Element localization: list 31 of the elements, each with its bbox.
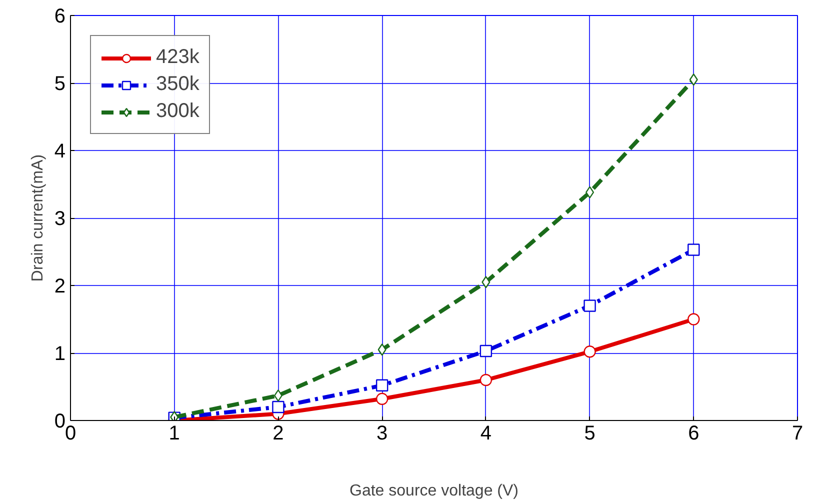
point bbox=[376, 379, 388, 392]
x-tick-label: 2 bbox=[272, 422, 284, 444]
legend-label: 300k bbox=[156, 100, 200, 123]
x-tick-label: 7 bbox=[792, 422, 804, 444]
point bbox=[688, 313, 700, 326]
y-tick-label: 1 bbox=[54, 343, 66, 365]
x-tick-label: 6 bbox=[688, 422, 700, 444]
point bbox=[376, 392, 388, 405]
y-tick-label: 2 bbox=[54, 276, 66, 298]
y-tick-label: 3 bbox=[54, 208, 66, 230]
x-tick-label: 3 bbox=[376, 422, 388, 444]
point bbox=[584, 300, 596, 312]
y-axis-title: Drain current(mA) bbox=[29, 154, 46, 282]
x-tick-label: 5 bbox=[584, 422, 596, 444]
point bbox=[272, 400, 284, 414]
point bbox=[584, 346, 596, 358]
point bbox=[586, 186, 594, 198]
legend-label: 350k bbox=[156, 73, 200, 96]
y-tick-label: 4 bbox=[54, 140, 66, 162]
point bbox=[689, 74, 698, 86]
x-axis-title: Gate source voltage (V) bbox=[350, 482, 518, 500]
legend-label: 423k bbox=[156, 46, 200, 69]
x-tick-label: 1 bbox=[168, 422, 180, 444]
x-tick-label: 4 bbox=[480, 422, 492, 444]
y-tick-label: 5 bbox=[54, 73, 66, 95]
point bbox=[480, 374, 492, 386]
point bbox=[688, 244, 700, 256]
point bbox=[378, 344, 386, 356]
y-tick-label: 6 bbox=[54, 6, 66, 28]
point bbox=[482, 276, 490, 288]
point bbox=[480, 344, 492, 358]
